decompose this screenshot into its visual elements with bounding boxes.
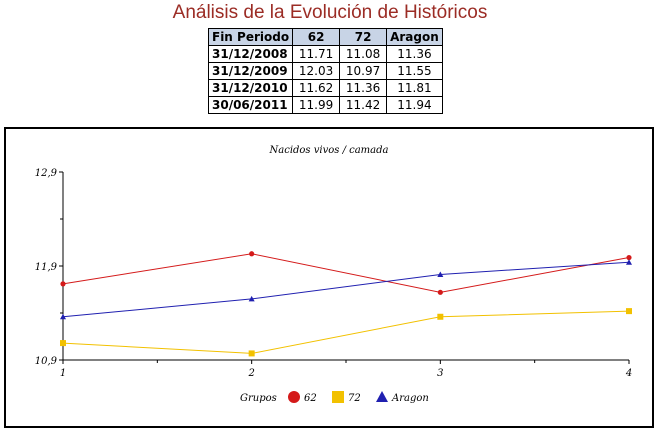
page-title: Análisis de la Evolución de Históricos <box>172 2 488 23</box>
chart-panel: Nacidos vivos / camada 12,9 11,9 10,9 1 2 3 4 … <box>4 127 654 428</box>
point-62 <box>60 281 66 287</box>
y-tick-label: 12,9 <box>35 168 58 179</box>
legend-title: Grupos <box>240 393 277 404</box>
table-cell-date: 31/12/2009 <box>207 62 294 80</box>
table-row: 31/12/2010 11.62 11.36 11.81 <box>207 79 443 97</box>
point-62 <box>626 254 632 261</box>
history-table: Fin Periodo 62 72 Aragon 31/12/2008 11.7… <box>207 28 443 114</box>
col-header-72: 72 <box>339 28 388 46</box>
table-cell: 11.81 <box>386 79 443 97</box>
point-72 <box>248 350 255 357</box>
table-cell: 11.36 <box>386 45 443 63</box>
line-chart: Nacidos vivos / camada 12,911,910,91 2 3 4 … <box>35 145 632 404</box>
col-header-fin-periodo: Fin Periodo <box>207 28 294 46</box>
table-cell-date: 30/06/2011 <box>207 96 294 114</box>
chart-title: Nacidos vivos / camada <box>269 145 389 156</box>
y-tick-label: 11,9 <box>35 262 58 273</box>
x-tick-label: 2 <box>247 368 254 379</box>
table-cell: 12.03 <box>292 62 341 80</box>
point-62 <box>249 251 255 257</box>
table-cell: 11.71 <box>292 45 341 63</box>
table-cell: 11.42 <box>339 96 388 114</box>
table-cell: 11.36 <box>339 79 388 97</box>
series-line-72 <box>62 310 630 354</box>
table-cell: 11.94 <box>386 96 443 114</box>
point-72 <box>437 313 444 320</box>
col-header-62: 62 <box>292 28 341 46</box>
point-aragon <box>437 271 444 277</box>
table-row: 31/12/2008 11.71 11.08 11.36 <box>207 45 443 63</box>
legend-swatch-72 <box>332 391 344 403</box>
series-line-aragon <box>62 261 630 318</box>
point-72 <box>626 308 632 315</box>
table-row: 30/06/2011 11.99 11.42 11.94 <box>207 96 443 114</box>
x-tick-label: 3 <box>437 368 443 379</box>
table-cell: 10.97 <box>339 62 388 80</box>
table-cell-date: 31/12/2010 <box>207 79 294 97</box>
point-aragon <box>248 295 255 302</box>
legend-label-62: 62 <box>304 393 317 404</box>
table-cell: 11.55 <box>386 62 443 80</box>
legend-swatch-aragon <box>376 391 388 402</box>
legend-swatch-62 <box>288 391 300 403</box>
table-header-row: Fin Periodo 62 72 Aragon <box>207 28 443 46</box>
point-72 <box>60 340 66 347</box>
table-cell: 11.08 <box>339 45 388 63</box>
series-line-62 <box>62 253 630 293</box>
col-header-aragon: Aragon <box>386 28 443 46</box>
point-62 <box>437 289 443 295</box>
x-tick-label: 4 <box>625 368 632 379</box>
table-cell: 11.99 <box>292 96 341 114</box>
table-cell: 11.62 <box>292 79 341 97</box>
point-aragon <box>60 313 66 320</box>
x-tick-label: 1 <box>60 368 66 379</box>
legend-label-aragon: Aragon <box>391 393 429 404</box>
y-tick-label: 10,9 <box>35 356 58 367</box>
table-cell-date: 31/12/2008 <box>207 45 294 63</box>
table-row: 31/12/2009 12.03 10.97 11.55 <box>207 62 443 80</box>
point-aragon <box>626 259 632 265</box>
legend-label-72: 72 <box>348 393 361 404</box>
